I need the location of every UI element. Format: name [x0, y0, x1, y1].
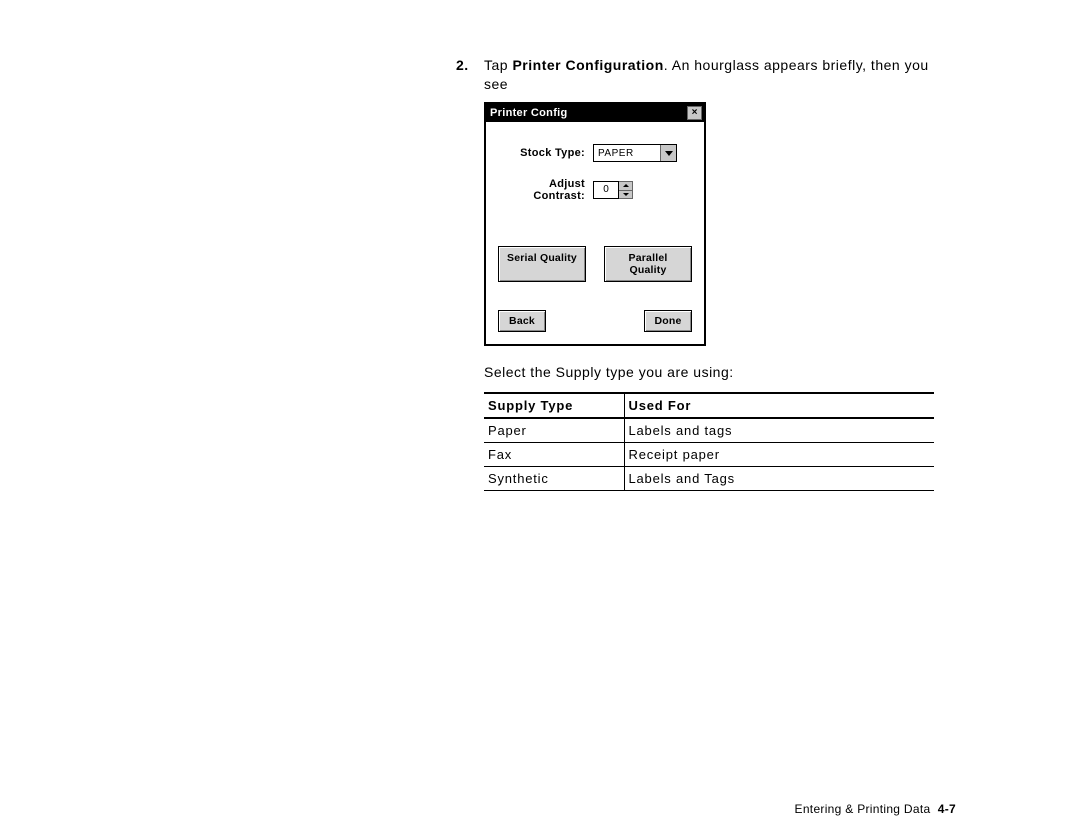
- table-header-row: Supply Type Used For: [484, 393, 934, 418]
- cell-used-for: Labels and Tags: [624, 467, 934, 491]
- step-suffix: . An hourglass appears briefly, then you: [664, 57, 929, 73]
- step-bold: Printer Configuration: [512, 57, 663, 73]
- cell-used-for: Receipt paper: [624, 443, 934, 467]
- arrow-up-icon[interactable]: [619, 182, 632, 191]
- serial-quality-button[interactable]: Serial Quality: [498, 246, 586, 282]
- header-supply-type: Supply Type: [484, 393, 624, 418]
- table-row: Fax Receipt paper: [484, 443, 934, 467]
- close-icon[interactable]: ×: [687, 106, 702, 120]
- chevron-down-icon[interactable]: [660, 145, 676, 161]
- stock-type-label: Stock Type:: [498, 147, 593, 159]
- dialog-body: Stock Type: PAPER Adjust Contrast: 0 Ser…: [486, 122, 704, 344]
- step-line2: see: [484, 76, 956, 92]
- footer-page: 4-7: [938, 802, 956, 816]
- step-number: 2.: [456, 56, 484, 74]
- contrast-row: Adjust Contrast: 0: [498, 178, 692, 202]
- footer-text: Entering & Printing Data: [795, 802, 931, 816]
- supply-table: Supply Type Used For Paper Labels and ta…: [484, 392, 934, 491]
- printer-config-dialog: Printer Config × Stock Type: PAPER Adjus…: [484, 102, 706, 346]
- bottom-buttons-row: Back Done: [498, 310, 692, 332]
- table-row: Synthetic Labels and Tags: [484, 467, 934, 491]
- contrast-label: Adjust Contrast:: [498, 178, 593, 202]
- contrast-value: 0: [593, 181, 619, 199]
- quality-buttons-row: Serial Quality Parallel Quality: [498, 246, 692, 282]
- dialog-title: Printer Config: [490, 107, 568, 119]
- page-footer: Entering & Printing Data 4-7: [795, 802, 956, 816]
- arrow-down-icon[interactable]: [619, 191, 632, 199]
- stock-type-dropdown[interactable]: PAPER: [593, 144, 677, 162]
- step-line: 2.Tap Printer Configuration. An hourglas…: [456, 56, 956, 74]
- contrast-spinner[interactable]: 0: [593, 181, 633, 199]
- stock-type-value: PAPER: [594, 148, 660, 159]
- cell-supply-type: Synthetic: [484, 467, 624, 491]
- cell-used-for: Labels and tags: [624, 418, 934, 443]
- back-button[interactable]: Back: [498, 310, 546, 332]
- table-row: Paper Labels and tags: [484, 418, 934, 443]
- select-supply-text: Select the Supply type you are using:: [484, 364, 956, 380]
- cell-supply-type: Paper: [484, 418, 624, 443]
- spinner-buttons: [619, 181, 633, 199]
- dialog-titlebar: Printer Config ×: [486, 104, 704, 122]
- header-used-for: Used For: [624, 393, 934, 418]
- done-button[interactable]: Done: [644, 310, 692, 332]
- stock-type-row: Stock Type: PAPER: [498, 144, 692, 162]
- cell-supply-type: Fax: [484, 443, 624, 467]
- step-prefix: Tap: [484, 57, 512, 73]
- parallel-quality-button[interactable]: Parallel Quality: [604, 246, 692, 282]
